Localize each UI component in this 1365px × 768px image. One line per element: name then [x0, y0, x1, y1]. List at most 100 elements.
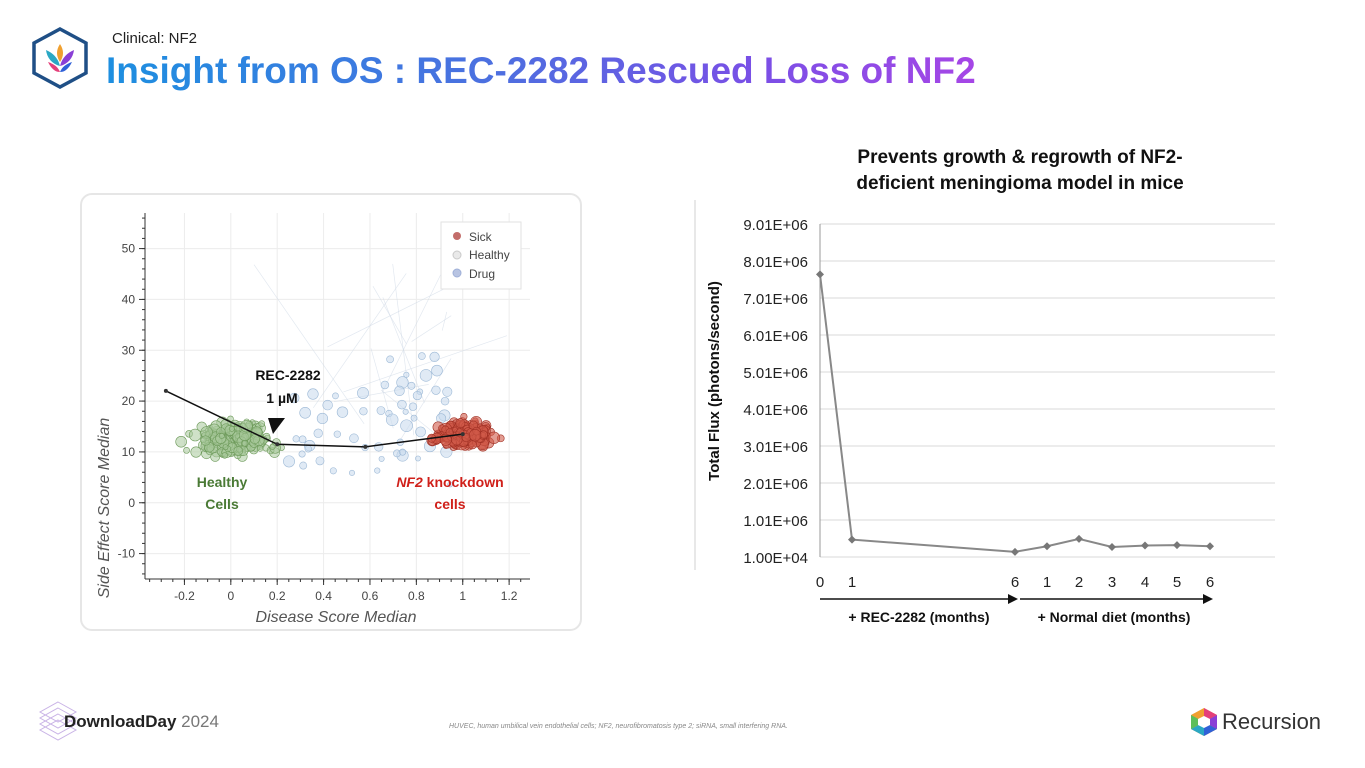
- scatter-legend: Sick Healthy Drug: [440, 221, 522, 290]
- flux-point: [1011, 547, 1019, 556]
- healthy-point: [200, 435, 211, 446]
- drug-point: [386, 355, 394, 364]
- drug-point: [374, 467, 381, 474]
- drug-point: [333, 430, 341, 438]
- line-y-axis-label: Total Flux (photons/second): [706, 281, 723, 481]
- drug-point: [349, 469, 355, 476]
- healthy-cells-label: Healthy: [197, 474, 248, 490]
- rec-2282-annotation: REC-2282: [255, 367, 321, 383]
- scatter-x-tick-label: 1.2: [501, 589, 518, 603]
- scatter-faint-line: [343, 335, 508, 393]
- drug-point: [407, 381, 416, 390]
- scatter-trajectory-line: [165, 390, 463, 448]
- normal-diet-phase-label: + Normal diet (months): [1038, 609, 1191, 625]
- line-chart-title-line2: deficient meningioma model in mice: [856, 173, 1184, 194]
- rec-2282-phase-arrowhead-icon: [1008, 594, 1018, 604]
- drug-point: [410, 414, 418, 422]
- line-y-tick-label: 5.01E+06: [743, 365, 808, 382]
- line-x-tick-label: 5: [1173, 574, 1181, 591]
- legend-drug-label: Drug: [469, 267, 495, 281]
- legend-sick-swatch: [453, 232, 461, 240]
- scatter-x-tick-label: 1: [459, 589, 466, 603]
- scatter-chart: -0.2 0 0.2 0.4 0.6 0.8 1 1.2 -10 0 10 20 30 40 50 Side…: [96, 213, 530, 626]
- drug-point: [304, 445, 312, 453]
- line-y-tick-label: 1.00E+04: [743, 550, 808, 567]
- line-y-tick-label: 4.01E+06: [743, 402, 808, 419]
- flux-point: [816, 270, 824, 279]
- drug-point: [415, 426, 426, 438]
- legend-healthy-label: Healthy: [469, 248, 510, 262]
- line-x-tick-label: 6: [1011, 574, 1019, 591]
- line-y-tick-label: 6.01E+06: [743, 328, 808, 345]
- legend-healthy-swatch: [452, 250, 462, 260]
- scatter-trajectory-point: [163, 388, 168, 393]
- flux-point: [1075, 534, 1083, 543]
- scatter-faint-line: [313, 273, 407, 409]
- recursion-hexagon-logo-icon: [32, 27, 88, 89]
- drug-point: [408, 402, 418, 411]
- knockdown-word: knockdown: [423, 474, 504, 490]
- rec-2282-phase-label: + REC-2282 (months): [848, 609, 989, 625]
- legend-sick-label: Sick: [469, 230, 493, 244]
- scatter-axes: -0.2 0 0.2 0.4 0.6 0.8 1 1.2 -10 0 10 20 30 40 50: [118, 213, 530, 603]
- drug-point: [400, 419, 413, 433]
- healthy-point: [188, 428, 202, 442]
- download-day-year: 2024: [176, 712, 219, 731]
- sick-point: [455, 418, 466, 429]
- drug-point: [442, 386, 453, 397]
- drug-point: [332, 392, 339, 400]
- line-chart-title-line1: Prevents growth & regrowth of NF2-: [857, 147, 1183, 168]
- drug-point: [315, 456, 325, 466]
- healthy-point: [175, 435, 187, 448]
- nf2-knockdown-label: NF2 knockdown: [396, 474, 503, 490]
- line-chart-title: Prevents growth & regrowth of NF2- defic…: [820, 145, 1220, 197]
- drug-point: [418, 352, 426, 360]
- scatter-x-tick-label: 0.2: [269, 589, 286, 603]
- line-x-tick-label: 1: [1043, 574, 1051, 591]
- healthy-point: [241, 440, 249, 447]
- line-chart: 1.00E+04 1.01E+06 2.01E+06 3.01E+06 4.01E+06…: [694, 200, 1275, 625]
- scatter-faint-line: [411, 315, 452, 342]
- scatter-trajectory-point: [363, 444, 368, 449]
- scatter-y-tick-label: 20: [122, 394, 136, 408]
- line-y-tick-label: 2.01E+06: [743, 476, 808, 493]
- drug-point: [289, 392, 300, 404]
- drug-point: [419, 369, 433, 382]
- flux-point: [1173, 541, 1181, 550]
- drug-point: [429, 351, 440, 362]
- scatter-x-tick-label: -0.2: [174, 589, 195, 603]
- scatter-faint-line: [441, 311, 448, 331]
- normal-diet-phase-arrowhead-icon: [1203, 594, 1213, 604]
- drug-point: [313, 428, 323, 438]
- scatter-y-axis-label: Side Effect Score Median: [96, 418, 113, 599]
- download-day-brand: DownloadDay 2024: [64, 712, 219, 732]
- line-grid: [820, 223, 1275, 558]
- scatter-faint-line: [327, 287, 447, 348]
- dose-annotation: 1 µM: [266, 390, 297, 406]
- scatter-trajectory: [163, 388, 465, 449]
- drug-point: [394, 385, 405, 397]
- line-y-tick-label: 8.01E+06: [743, 254, 808, 271]
- healthy-point: [222, 444, 229, 451]
- scatter-y-tick-label: 40: [122, 292, 136, 306]
- drug-point: [397, 399, 407, 410]
- healthy-point: [221, 452, 228, 459]
- line-y-tick-label: 9.01E+06: [743, 217, 808, 234]
- sick-point: [468, 440, 477, 450]
- sick-point: [460, 412, 468, 421]
- healthy-point: [229, 426, 235, 432]
- healthy-point: [256, 445, 264, 452]
- nf2-cells-label: cells: [434, 496, 465, 512]
- page-title: Insight from OS : REC-2282 Rescued Loss …: [106, 50, 976, 91]
- flux-point: [1206, 542, 1214, 551]
- healthy-point: [249, 434, 260, 445]
- line-x-tick-label: 1: [848, 574, 856, 591]
- drug-point: [283, 455, 295, 468]
- drug-point: [386, 413, 399, 426]
- healthy-cells-label-2: Cells: [205, 496, 239, 512]
- download-day-name: DownloadDay: [64, 712, 177, 731]
- scatter-trajectory-point: [460, 432, 465, 437]
- healthy-point: [183, 446, 190, 454]
- scatter-faint-line: [382, 267, 445, 393]
- scatter-y-tick-label: 50: [122, 242, 136, 256]
